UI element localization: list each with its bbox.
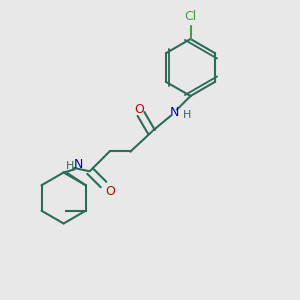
Text: Cl: Cl <box>184 11 196 23</box>
Text: O: O <box>105 184 115 198</box>
Text: O: O <box>134 103 144 116</box>
Text: H: H <box>65 161 74 172</box>
Text: H: H <box>183 110 192 120</box>
Text: N: N <box>73 158 83 171</box>
Text: N: N <box>169 106 179 119</box>
